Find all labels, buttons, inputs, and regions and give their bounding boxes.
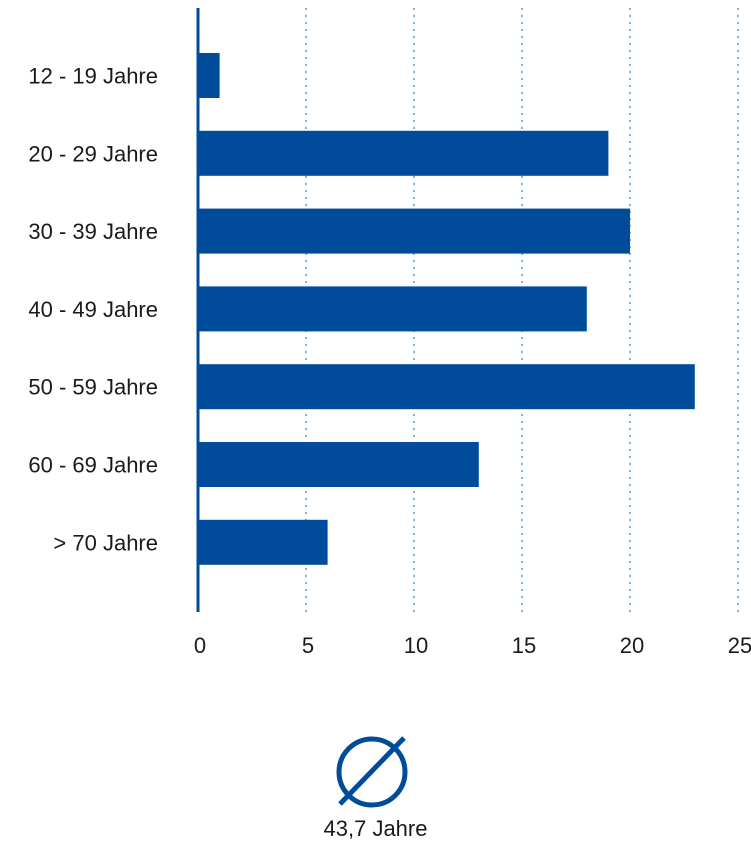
category-label-6: > 70 Jahre [53, 530, 158, 555]
bar-0 [198, 53, 220, 98]
x-tick-label-0: 0 [194, 633, 206, 658]
average-age-value: 43,7 Jahre [323, 816, 428, 841]
category-label-0: 12 - 19 Jahre [28, 64, 158, 89]
bars [198, 53, 695, 565]
category-label-5: 60 - 69 Jahre [28, 453, 158, 478]
average-age-block: 43,7 Jahre [0, 700, 751, 849]
x-tick-label-20: 20 [620, 633, 644, 658]
x-tick-label-15: 15 [512, 633, 536, 658]
x-tick-label-5: 5 [302, 633, 314, 658]
bar-6 [198, 519, 328, 565]
bar-chart: 12 - 19 Jahre 20 - 29 Jahre 30 - 39 Jahre 4… [28, 8, 751, 658]
category-labels: 12 - 19 Jahre 20 - 29 Jahre 30 - 39 Jahre 4… [28, 64, 158, 556]
category-label-3: 40 - 49 Jahre [28, 297, 158, 322]
category-label-4: 50 - 59 Jahre [28, 375, 158, 400]
bar-4 [198, 364, 695, 410]
category-label-2: 30 - 39 Jahre [28, 219, 158, 244]
bar-1 [198, 130, 609, 176]
diameter-icon [336, 736, 408, 808]
bar-3 [198, 286, 587, 332]
bar-5 [198, 442, 479, 487]
category-label-1: 20 - 29 Jahre [28, 141, 158, 166]
x-tick-labels: 0 5 10 15 20 25 [194, 633, 751, 658]
x-tick-label-10: 10 [404, 633, 428, 658]
x-tick-label-25: 25 [728, 633, 751, 658]
bar-2 [198, 208, 630, 254]
